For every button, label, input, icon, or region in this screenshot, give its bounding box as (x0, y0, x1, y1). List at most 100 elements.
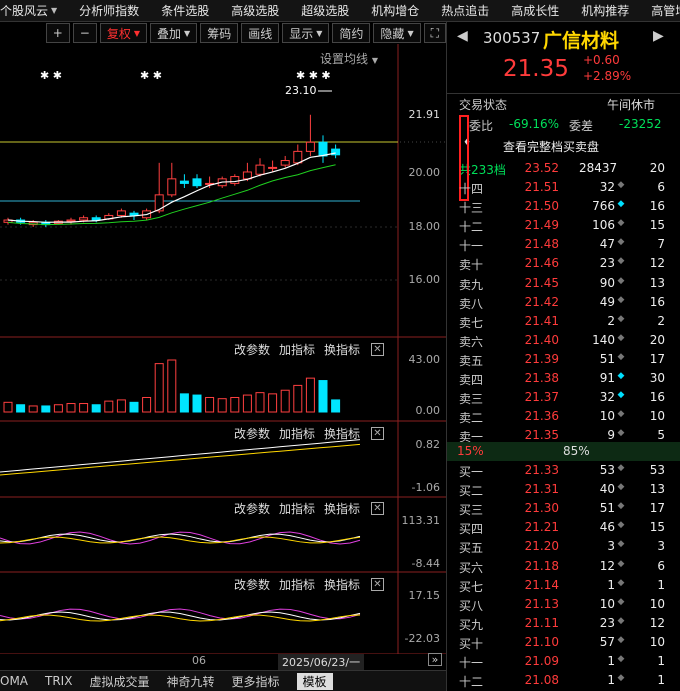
bid-row[interactable]: 买八 21.13 10 ◆ 10 (447, 595, 680, 614)
indicator-tab[interactable]: 更多指标 (231, 674, 280, 689)
level-price: 21.21 (524, 520, 559, 535)
prev-stock-icon[interactable]: ◀ (457, 28, 468, 44)
bid-row[interactable]: 买四 21.21 46 ◆ 15 (447, 518, 680, 537)
chips-button[interactable]: 筹码 (200, 23, 239, 43)
level-volume: 57 (599, 634, 615, 649)
overlay-button[interactable]: 叠加 ▼ (150, 23, 198, 43)
menu-item[interactable]: 条件选股 (161, 2, 217, 19)
full-book-link[interactable]: 查看完整档买卖盘 (503, 140, 600, 154)
menu-item[interactable]: 机构增仓 (371, 2, 427, 19)
menu-item[interactable]: 高管增 (651, 2, 680, 19)
level-marker-icon: ◆ (617, 390, 625, 401)
indicator-tab[interactable]: TRIX (45, 674, 73, 688)
bid-row[interactable]: 买七 21.14 1 ◆ 1 (447, 576, 680, 595)
add-indicator-button[interactable]: 加指标 (279, 578, 316, 592)
ask-row[interactable]: 卖一 21.35 9 ◆ 5 (447, 426, 680, 445)
ask-row[interactable]: 卖八 21.42 49 ◆ 16 (447, 293, 680, 312)
params-button[interactable]: 改参数 (234, 502, 271, 516)
close-icon[interactable]: ✕ (371, 578, 384, 591)
add-indicator-button[interactable]: 加指标 (279, 502, 316, 516)
close-icon[interactable]: ✕ (371, 427, 384, 440)
menu-item[interactable]: 个股风云 ▼ (0, 2, 65, 19)
level-volume: 3 (607, 539, 615, 554)
bid-row[interactable]: 买一 21.33 53 ◆ 53 (447, 461, 680, 480)
level-price: 21.14 (524, 577, 559, 592)
indicator-tab[interactable]: 模板 (296, 672, 333, 690)
bid-row[interactable]: 十二 21.08 1 ◆ 1 (447, 671, 680, 690)
zoom-in-button[interactable]: + (45, 23, 70, 43)
status-value: 午间休市 (607, 98, 656, 112)
display-button[interactable]: 显示 ▼ (282, 23, 330, 43)
menu-item[interactable]: 热点追击 (441, 2, 497, 19)
bid-row[interactable]: 买九 21.11 23 ◆ 12 (447, 614, 680, 633)
level-marker-icon: ◆ (617, 482, 625, 493)
level-marker-icon: ◆ (617, 313, 625, 324)
menu-item[interactable]: 高级选股 (231, 2, 287, 19)
params-button[interactable]: 改参数 (234, 578, 271, 592)
candle (331, 148, 341, 156)
bid-row[interactable]: 买十 21.10 57 ◆ 10 (447, 633, 680, 652)
bid-row[interactable]: 买三 21.30 51 ◆ 17 (447, 499, 680, 518)
level-volume: 10 (599, 409, 615, 424)
event-marker[interactable]: ✱ ✱ ✱ (296, 69, 331, 82)
ask-row[interactable]: 卖四 21.38 91 ◆ 30 (447, 369, 680, 388)
params-button[interactable]: 改参数 (234, 427, 271, 441)
y-axis-label: 17.15 (408, 589, 441, 602)
level-marker-icon: ◆ (617, 256, 625, 267)
indicator-tab[interactable]: 神奇九转 (166, 674, 215, 689)
ask-row[interactable]: 卖十 21.46 23 ◆ 12 (447, 254, 680, 273)
close-icon[interactable]: ✕ (371, 502, 384, 515)
menu-item-label: 机构增仓 (371, 4, 420, 18)
indicator-tab[interactable]: OMA (0, 674, 29, 688)
ask-row[interactable]: 卖三 21.37 32 ◆ 16 (447, 388, 680, 407)
switch-indicator-button[interactable]: 换指标 (324, 427, 361, 441)
ask-row[interactable]: 卖九 21.45 90 ◆ 13 (447, 274, 680, 293)
level-volume: 49 (599, 294, 615, 309)
add-indicator-button[interactable]: 加指标 (279, 427, 316, 441)
ask-row[interactable]: 十三 21.50 766 ◆ 16 (447, 197, 680, 216)
event-marker[interactable]: ✱ ✱ (140, 69, 162, 82)
menu-item[interactable]: 分析师指数 (79, 2, 147, 19)
bid-row[interactable]: 买五 21.20 3 ◆ 3 (447, 537, 680, 556)
buy-ratio: 15% (457, 444, 484, 458)
ask-row[interactable]: 卖六 21.40 140 ◆ 20 (447, 331, 680, 350)
level-marker-icon: ◆ (617, 558, 625, 569)
switch-indicator-button[interactable]: 换指标 (324, 578, 361, 592)
hide-button[interactable]: 隐藏 ▼ (373, 23, 421, 43)
level-volume: 9 (607, 428, 615, 443)
scroll-right-icon[interactable]: » (428, 653, 442, 666)
menu-item[interactable]: 高成长性 (511, 2, 567, 19)
x-axis-label: 06 (192, 654, 206, 667)
menu-item[interactable]: 机构推荐 (581, 2, 637, 19)
bid-row[interactable]: 买六 21.18 12 ◆ 6 (447, 557, 680, 576)
draw-line-button[interactable]: 画线 (241, 23, 280, 43)
bid-row[interactable]: 买二 21.31 40 ◆ 13 (447, 480, 680, 499)
fullscreen-icon[interactable]: ⛶ (423, 23, 446, 43)
ask-row[interactable]: 卖七 21.41 2 ◆ 2 (447, 312, 680, 331)
candle (280, 160, 290, 166)
ask-row[interactable]: 十四 21.51 32 ◆ 6 (447, 178, 680, 197)
menu-item[interactable]: 超级选股 (301, 2, 357, 19)
params-button[interactable]: 改参数 (234, 343, 271, 357)
indicator-tab[interactable]: 虚拟成交量 (89, 674, 150, 689)
ask-row[interactable]: 卖五 21.39 51 ◆ 17 (447, 350, 680, 369)
zoom-out-button[interactable]: − (72, 23, 97, 43)
ask-row[interactable]: 十二 21.49 106 ◆ 15 (447, 216, 680, 235)
kline-chart[interactable]: 23.10 (0, 44, 446, 654)
event-marker[interactable]: ✱ ✱ (40, 69, 62, 82)
ask-row[interactable]: 卖二 21.36 10 ◆ 10 (447, 407, 680, 426)
next-stock-icon[interactable]: ▶ (653, 28, 664, 44)
add-indicator-button[interactable]: 加指标 (279, 343, 316, 357)
close-icon[interactable]: ✕ (371, 343, 384, 356)
switch-indicator-button[interactable]: 换指标 (324, 502, 361, 516)
price-change: +0.60 (583, 53, 620, 67)
switch-indicator-button[interactable]: 换指标 (324, 343, 361, 357)
fuquan-button[interactable]: 复权 ▼ (99, 23, 148, 43)
stock-name: 广信材料 (543, 30, 620, 52)
ask-row[interactable]: 十一 21.48 47 ◆ 7 (447, 235, 680, 254)
peak-annotation: 23.10 (285, 84, 317, 97)
bid-row[interactable]: 十一 21.09 1 ◆ 1 (447, 652, 680, 671)
simple-mode-button[interactable]: 简约 (332, 23, 371, 43)
ma-settings-link[interactable]: 设置均线 ▼ (320, 50, 378, 67)
level-price: 21.09 (524, 654, 559, 668)
